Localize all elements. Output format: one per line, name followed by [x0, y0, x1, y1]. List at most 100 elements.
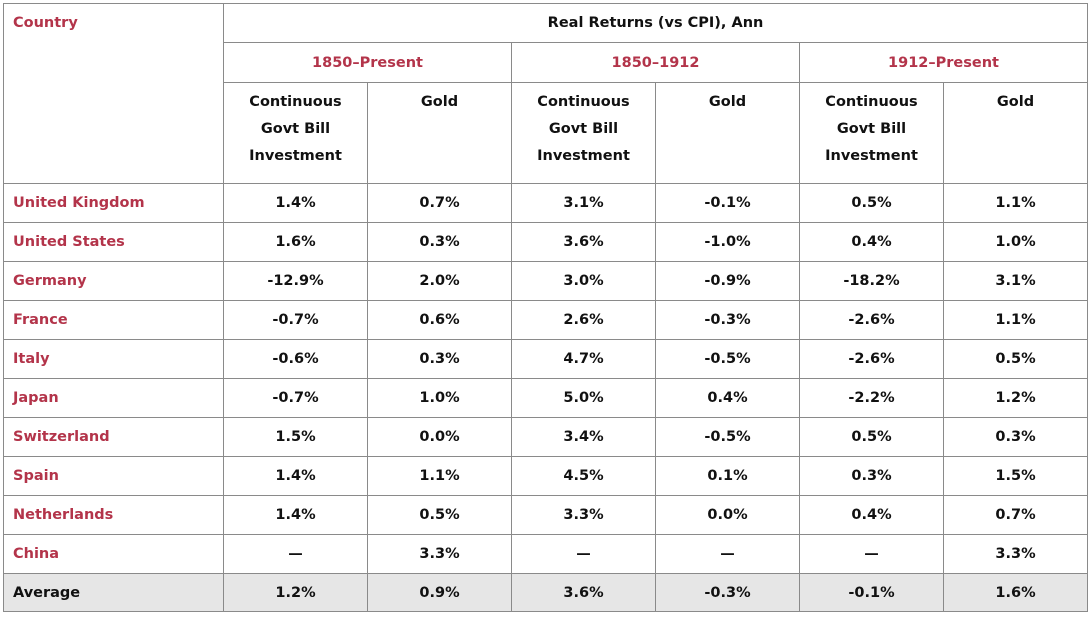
table-cell: -2.6% [799, 339, 944, 379]
table-cell: 4.7% [511, 339, 656, 379]
period-header-1850-1912: 1850–1912 [511, 42, 800, 83]
country-name: Italy [3, 339, 224, 379]
table-cell: -0.9% [655, 261, 800, 301]
table-row: Italy -0.6% 0.3% 4.7% -0.5% -2.6% 0.5% [3, 339, 1089, 379]
table-cell: 3.0% [511, 261, 656, 301]
table-row: United States 1.6% 0.3% 3.6% -1.0% 0.4% … [3, 222, 1089, 262]
table-cell: 1.5% [223, 417, 368, 457]
subheader-gold: Gold [942, 82, 1089, 184]
table-cell: 0.1% [655, 456, 800, 496]
table-cell: 0.0% [367, 417, 512, 457]
subheader-bill: Continuous Govt Bill Investment [223, 82, 368, 184]
country-name: United States [3, 222, 224, 262]
table-cell: 1.0% [367, 378, 512, 418]
country-name: Germany [3, 261, 224, 301]
table-cell: -0.7% [223, 378, 368, 418]
table-cell: 3.3% [942, 534, 1089, 574]
table-cell: 1.1% [942, 183, 1089, 223]
table-cell: -0.5% [655, 339, 800, 379]
table-cell: 1.6% [223, 222, 368, 262]
country-name: China [3, 534, 224, 574]
country-name: Japan [3, 378, 224, 418]
period-header-1912-present: 1912–Present [798, 42, 1089, 83]
table-row: United Kingdom 1.4% 0.7% 3.1% -0.1% 0.5%… [3, 183, 1089, 223]
average-label: Average [3, 573, 224, 612]
table-cell: 0.5% [367, 495, 512, 535]
subheader-bill: Continuous Govt Bill Investment [511, 82, 656, 184]
table-cell: 3.1% [942, 261, 1089, 301]
table-row: Spain 1.4% 1.1% 4.5% 0.1% 0.3% 1.5% [3, 456, 1089, 496]
table-cell: 1.0% [942, 222, 1089, 262]
table-cell: 3.3% [511, 495, 656, 535]
average-cell: -0.3% [655, 573, 800, 612]
table-cell: 1.2% [942, 378, 1089, 418]
header-row-title: Country Real Returns (vs CPI), Ann [3, 3, 1089, 184]
average-cell: 3.6% [511, 573, 656, 612]
table-cell: -0.7% [223, 300, 368, 340]
table-cell: 1.1% [942, 300, 1089, 340]
country-name: France [3, 300, 224, 340]
table-cell: 3.6% [511, 222, 656, 262]
table-cell: 0.7% [367, 183, 512, 223]
table-cell: 1.1% [367, 456, 512, 496]
table-cell: 3.1% [511, 183, 656, 223]
table-cell: 0.5% [942, 339, 1089, 379]
table-row: Japan -0.7% 1.0% 5.0% 0.4% -2.2% 1.2% [3, 378, 1089, 418]
average-cell: 1.6% [942, 573, 1089, 612]
table-cell: -0.3% [655, 300, 800, 340]
table-cell: -0.6% [223, 339, 368, 379]
table-cell: -18.2% [799, 261, 944, 301]
period-header-1850-present: 1850–Present [223, 42, 512, 83]
table-cell: 0.3% [942, 417, 1089, 457]
table-cell: 2.6% [511, 300, 656, 340]
real-returns-table: Country Real Returns (vs CPI), Ann 1850–… [3, 3, 1089, 612]
table-cell: -2.2% [799, 378, 944, 418]
table-main-title: Real Returns (vs CPI), Ann [222, 3, 1089, 43]
table-cell: 0.4% [799, 222, 944, 262]
table-cell: -1.0% [655, 222, 800, 262]
subheader-bill: Continuous Govt Bill Investment [799, 82, 944, 184]
country-name: Netherlands [3, 495, 224, 535]
table-cell: 1.4% [223, 495, 368, 535]
table-cell: 3.3% [367, 534, 512, 574]
subheader-gold: Gold [367, 82, 512, 184]
table-cell: 4.5% [511, 456, 656, 496]
header-row-periods: 1850–Present 1850–1912 1912–Present [4, 42, 1089, 83]
table-cell: 0.4% [799, 495, 944, 535]
country-column-header: Country [3, 3, 224, 184]
table-cell: 0.5% [799, 417, 944, 457]
table-cell: -0.5% [655, 417, 800, 457]
table-cell: 5.0% [511, 378, 656, 418]
table-cell: -0.1% [655, 183, 800, 223]
table-cell: 0.5% [799, 183, 944, 223]
average-cell: 1.2% [223, 573, 368, 612]
table-cell: 0.3% [367, 339, 512, 379]
average-row: Average 1.2% 0.9% 3.6% -0.3% -0.1% 1.6% [3, 573, 1089, 612]
table-cell: 1.5% [942, 456, 1089, 496]
table-cell: 0.3% [799, 456, 944, 496]
table-cell: — [799, 534, 944, 574]
table-cell: 2.0% [367, 261, 512, 301]
table-cell: — [655, 534, 800, 574]
table-row: China — 3.3% — — — 3.3% [3, 534, 1089, 574]
table-cell: 0.0% [655, 495, 800, 535]
table-row: Germany -12.9% 2.0% 3.0% -0.9% -18.2% 3.… [3, 261, 1089, 301]
table-cell: 0.4% [655, 378, 800, 418]
table-cell: -2.6% [799, 300, 944, 340]
table-cell: 1.4% [223, 456, 368, 496]
average-cell: 0.9% [367, 573, 512, 612]
subheader-gold: Gold [655, 82, 800, 184]
table-row: Switzerland 1.5% 0.0% 3.4% -0.5% 0.5% 0.… [3, 417, 1089, 457]
country-name: Switzerland [3, 417, 224, 457]
table-row: Netherlands 1.4% 0.5% 3.3% 0.0% 0.4% 0.7… [3, 495, 1089, 535]
table-cell: — [223, 534, 368, 574]
country-name: Spain [3, 456, 224, 496]
table-cell: 0.6% [367, 300, 512, 340]
table-cell: -12.9% [223, 261, 368, 301]
table-cell: 1.4% [223, 183, 368, 223]
table-cell: 3.4% [511, 417, 656, 457]
table-cell: 0.7% [942, 495, 1089, 535]
table-cell: 0.3% [367, 222, 512, 262]
table-cell: — [511, 534, 656, 574]
header-row-subcolumns: Continuous Govt Bill Investment Gold Conti… [4, 82, 1089, 184]
